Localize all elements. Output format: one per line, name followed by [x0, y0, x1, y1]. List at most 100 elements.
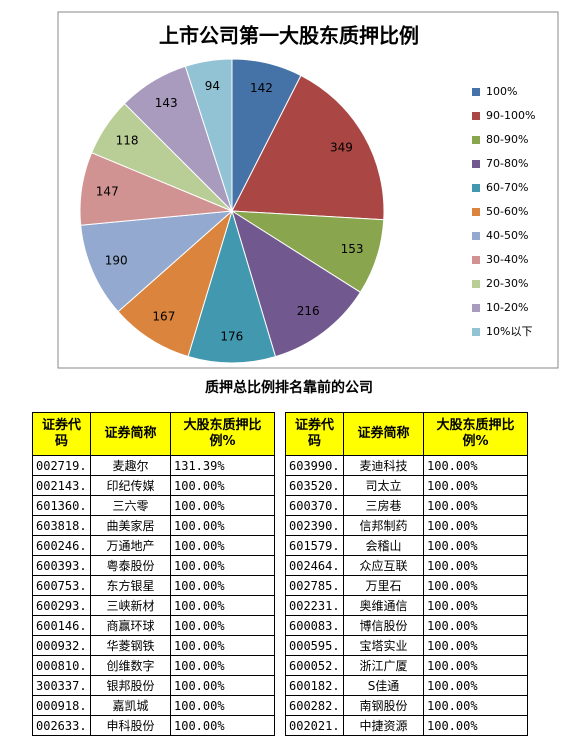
table-cell: 100.00%: [423, 535, 528, 556]
table-cell: 100.00%: [423, 555, 528, 576]
table-cell: 603990.: [285, 455, 344, 476]
table-cell: 600370.: [285, 495, 344, 516]
chart-title: 上市公司第一大股东质押比例: [159, 24, 419, 48]
table-cell: 600246.: [32, 535, 91, 556]
table-cell: 麦迪科技: [343, 455, 424, 476]
table-cell: 100.00%: [423, 635, 528, 656]
pie-slice: [231, 74, 385, 221]
table-cell: 浙江广厦: [343, 655, 424, 676]
table-cell: 100.00%: [170, 635, 275, 656]
legend-swatch: [472, 112, 480, 120]
table-cell: 100.00%: [170, 495, 275, 516]
data-label: 118: [116, 133, 139, 147]
table-cell: 603818.: [32, 515, 91, 536]
table-cell: 100.00%: [170, 655, 275, 676]
legend-swatch: [472, 88, 480, 96]
tables-title: 质押总比例排名靠前的公司: [205, 380, 373, 396]
table-cell: 100.00%: [170, 475, 275, 496]
table-cell: 600393.: [32, 555, 91, 576]
table-cell: 603520.: [285, 475, 344, 496]
legend-label: 20-30%: [486, 277, 528, 290]
table-cell: 嘉凯城: [90, 695, 171, 716]
table: 证券代码 证券简称 大股东质押比例% 002719. 麦趣尔 131.39% 002143.…: [32, 412, 275, 736]
table-cell: 100.00%: [423, 595, 528, 616]
table-cell: 会稽山: [343, 535, 424, 556]
table-cell: 600753.: [32, 575, 91, 596]
table-cell: 600293.: [32, 595, 91, 616]
table-cell: 002633.: [32, 715, 91, 736]
pie-slice: [80, 210, 234, 313]
table-cell: 博信股份: [343, 615, 424, 636]
table-cell: 司太立: [343, 475, 424, 496]
pie-slice: [117, 209, 233, 358]
table-cell: 麦趣尔: [90, 455, 171, 476]
header-cell: 大股东质押比例%: [423, 412, 528, 456]
table-cell: 131.39%: [170, 455, 275, 476]
data-label: 176: [220, 330, 243, 344]
table-cell: 601579.: [285, 535, 344, 556]
table-cell: 002390.: [285, 515, 344, 536]
table-cell: 三六零: [90, 495, 171, 516]
data-label: 216: [297, 304, 320, 318]
table-cell: 100.00%: [170, 515, 275, 536]
table-cell: 002785.: [285, 575, 344, 596]
legend-label: 60-70%: [486, 181, 528, 194]
table-cell: 000932.: [32, 635, 91, 656]
legend-swatch: [472, 184, 480, 192]
table-cell: 601360.: [32, 495, 91, 516]
header-cell: 证券简称: [90, 412, 171, 456]
table-cell: 粤泰股份: [90, 555, 171, 576]
legend-label: 90-100%: [486, 109, 535, 122]
table-cell: 100.00%: [170, 615, 275, 636]
table-cell: 商赢环球: [90, 615, 171, 636]
legend-swatch: [472, 328, 480, 336]
header-cell: 证券代码: [285, 412, 344, 456]
table-cell: 东方银星: [90, 575, 171, 596]
table-cell: 曲美家居: [90, 515, 171, 536]
pie-slice: [231, 209, 362, 358]
data-label: 143: [155, 96, 178, 110]
table-cell: 奥维通信: [343, 595, 424, 616]
table-cell: 华菱钢铁: [90, 635, 171, 656]
data-label: 94: [205, 79, 220, 93]
table-cell: 600052.: [285, 655, 344, 676]
table-cell: 100.00%: [423, 655, 528, 676]
legend-label: 40-50%: [486, 229, 528, 242]
table-cell: 100.00%: [170, 575, 275, 596]
table-cell: 600282.: [285, 695, 344, 716]
chart: 上市公司第一大股东质押比例 142 349 153 216 176 167 190 147 11…: [57, 11, 559, 369]
table-cell: 印纪传媒: [90, 475, 171, 496]
table-cell: 宝塔实业: [343, 635, 424, 656]
table-cell: 万里石: [343, 575, 424, 596]
pie-slice: [187, 209, 277, 364]
table-cell: 002464.: [285, 555, 344, 576]
table-cell: 信邦制药: [343, 515, 424, 536]
table-cell: 100.00%: [423, 475, 528, 496]
table-cell: 100.00%: [423, 575, 528, 596]
data-label: 349: [330, 141, 353, 155]
legend-swatch: [472, 136, 480, 144]
legend-label: 30-40%: [486, 253, 528, 266]
table-cell: 600182.: [285, 675, 344, 696]
legend-label: 50-60%: [486, 205, 528, 218]
pie-slice: [184, 58, 233, 212]
table-cell: 600083.: [285, 615, 344, 636]
table-cell: 300337.: [32, 675, 91, 696]
table-cell: 万通地产: [90, 535, 171, 556]
header-cell: 证券代码: [32, 412, 91, 456]
data-label: 153: [341, 242, 364, 256]
data-label: 147: [96, 185, 119, 199]
table-cell: S佳通: [343, 675, 424, 696]
table-cell: 002143.: [32, 475, 91, 496]
legend-label: 70-80%: [486, 157, 528, 170]
data-label: 190: [105, 254, 128, 268]
table-cell: 100.00%: [170, 595, 275, 616]
table-cell: 100.00%: [423, 515, 528, 536]
table-cell: 100.00%: [423, 495, 528, 516]
legend-swatch: [472, 160, 480, 168]
table-cell: 000918.: [32, 695, 91, 716]
table-cell: 100.00%: [170, 715, 275, 736]
legend-swatch: [472, 232, 480, 240]
legend-label: 80-90%: [486, 133, 528, 146]
